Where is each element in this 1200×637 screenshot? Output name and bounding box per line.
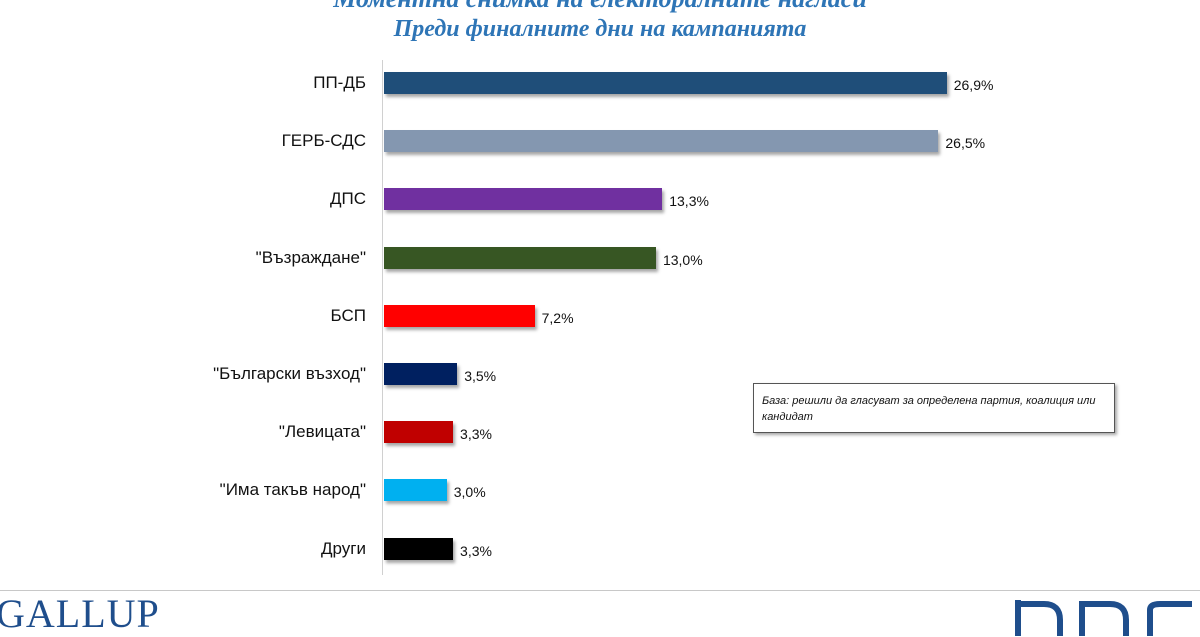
chart-subtitle: Преди финалните дни на кампанията [393, 16, 807, 42]
bar [384, 246, 656, 269]
category-label: "Има такъв народ" [219, 480, 366, 500]
category-label: ДПС [329, 189, 366, 209]
chart-title: Моментна снимка на електоралните нагласи [0, 0, 1200, 14]
base-note: База: решили да гласуват за определена п… [753, 383, 1115, 433]
data-label: 3,3% [460, 542, 492, 559]
data-label: 13,3% [669, 193, 709, 210]
bar [384, 363, 458, 385]
bar [384, 421, 454, 444]
category-label: ПП-ДБ [313, 73, 366, 92]
bar [384, 304, 535, 327]
bar [384, 479, 447, 502]
bar [384, 188, 663, 211]
data-label: 26,9% [953, 77, 994, 93]
base-note-text: База: решили да гласуват за определена п… [762, 395, 1096, 423]
category-label: "Български възход" [213, 364, 366, 383]
gallup-logo: GALLUP [0, 591, 160, 636]
data-label: 7,2% [541, 309, 574, 326]
category-label: Други [321, 538, 366, 558]
category-label: ГЕРБ-СДС [281, 131, 366, 151]
data-label: 3,0% [453, 484, 486, 501]
category-axis-line [382, 60, 383, 575]
data-label: 3,5% [464, 368, 497, 384]
footer-divider [0, 590, 1200, 591]
bnr-logo-icon [1015, 600, 1192, 636]
category-label: "Възраждане" [255, 247, 366, 267]
bar [384, 537, 454, 560]
category-label: БСП [330, 305, 366, 325]
bar [384, 130, 939, 153]
data-label: 3,3% [460, 426, 492, 443]
category-label: "Левицата" [278, 422, 366, 442]
data-label: 26,5% [945, 135, 986, 152]
bar [384, 72, 947, 94]
data-label: 13,0% [662, 251, 703, 268]
